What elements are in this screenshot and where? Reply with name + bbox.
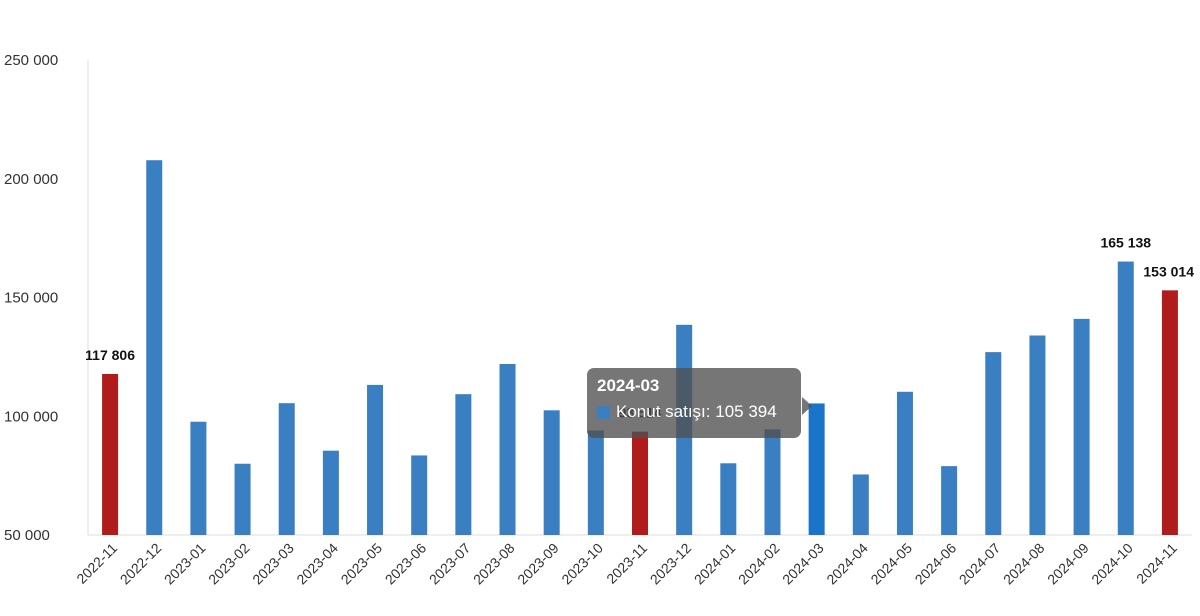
x-tick-label: 2023-08 <box>470 540 518 588</box>
data-label-2024-10: 165 138 <box>1100 235 1151 251</box>
bar-2023-02[interactable] <box>234 463 251 535</box>
tooltip-series-name: Konut satışı <box>616 402 706 421</box>
x-tick-label: 2023-11 <box>603 540 650 587</box>
bar-2024-02[interactable] <box>764 429 781 535</box>
bar-2024-05[interactable] <box>896 391 913 535</box>
y-tick-label: 100 000 <box>4 408 58 425</box>
bar-2023-10[interactable] <box>587 430 604 536</box>
bar-2024-10[interactable] <box>1117 261 1134 535</box>
bar-2024-03[interactable] <box>808 403 825 535</box>
x-tick-label: 2022-11 <box>73 540 120 587</box>
x-axis-labels: 2022-112022-122023-012023-022023-032023-… <box>73 540 1180 588</box>
data-label-2022-11: 117 806 <box>85 347 135 363</box>
x-tick-label: 2023-01 <box>161 540 209 588</box>
bar-2024-08[interactable] <box>1029 335 1046 536</box>
bar-2023-08[interactable] <box>499 364 516 535</box>
bar-2023-07[interactable] <box>455 394 472 535</box>
x-tick-label: 2024-05 <box>867 540 915 588</box>
bar-2024-09[interactable] <box>1073 318 1090 535</box>
x-tick-label: 2023-04 <box>293 540 341 588</box>
bar-2023-09[interactable] <box>543 410 560 535</box>
bar-2024-01[interactable] <box>720 463 737 535</box>
chart-tooltip: 2024-03 Konut satışı: 105 394 <box>587 368 801 438</box>
y-tick-label: 200 000 <box>4 171 58 188</box>
tooltip-pointer <box>802 397 812 415</box>
bar-2024-11[interactable] <box>1161 290 1178 535</box>
x-tick-label: 2023-09 <box>514 540 562 588</box>
tooltip-series-swatch <box>597 405 610 419</box>
x-tick-label: 2024-01 <box>691 540 739 588</box>
bar-2023-04[interactable] <box>322 450 339 535</box>
x-tick-label: 2024-09 <box>1044 540 1092 588</box>
bar-2024-06[interactable] <box>941 466 958 535</box>
x-tick-label: 2022-12 <box>117 540 165 588</box>
x-tick-label: 2023-05 <box>338 540 386 588</box>
x-tick-label: 2024-07 <box>956 540 1004 588</box>
tooltip-value: 105 394 <box>715 402 777 421</box>
bar-2023-01[interactable] <box>190 421 207 535</box>
x-tick-label: 2023-03 <box>249 540 297 588</box>
y-tick-label: 50 000 <box>4 527 50 544</box>
y-tick-label: 150 000 <box>4 290 58 307</box>
x-tick-label: 2023-07 <box>426 540 474 588</box>
y-tick-label: 250 000 <box>4 52 58 69</box>
x-tick-label: 2023-06 <box>382 540 430 588</box>
x-tick-label: 2024-10 <box>1088 540 1136 588</box>
x-tick-label: 2024-08 <box>1000 540 1048 588</box>
x-tick-label: 2023-02 <box>205 540 253 588</box>
x-tick-label: 2024-03 <box>779 540 827 588</box>
bar-2023-05[interactable] <box>367 384 384 535</box>
bar-2023-03[interactable] <box>278 403 295 535</box>
bar-2024-07[interactable] <box>985 352 1002 535</box>
bar-2024-04[interactable] <box>852 474 869 535</box>
bars <box>102 160 1178 535</box>
tooltip-separator: : <box>705 402 716 421</box>
data-label-2024-11: 153 014 <box>1143 263 1194 279</box>
x-tick-label: 2023-12 <box>647 540 695 588</box>
bar-2022-12[interactable] <box>146 160 163 535</box>
x-tick-label: 2024-04 <box>823 540 871 588</box>
x-tick-label: 2023-10 <box>558 540 606 588</box>
bar-2022-11[interactable] <box>102 373 119 535</box>
x-tick-label: 2024-02 <box>735 540 783 588</box>
bar-2023-06[interactable] <box>411 455 428 535</box>
tooltip-row: Konut satışı: 105 394 <box>597 402 791 422</box>
x-tick-label: 2024-06 <box>912 540 960 588</box>
bar-2023-11[interactable] <box>632 431 648 535</box>
x-tick-label: 2024-11 <box>1133 540 1180 587</box>
tooltip-title: 2024-03 <box>597 376 660 395</box>
y-axis-labels: 50 000 100 000 150 000 200 000 250 000 <box>4 52 58 544</box>
